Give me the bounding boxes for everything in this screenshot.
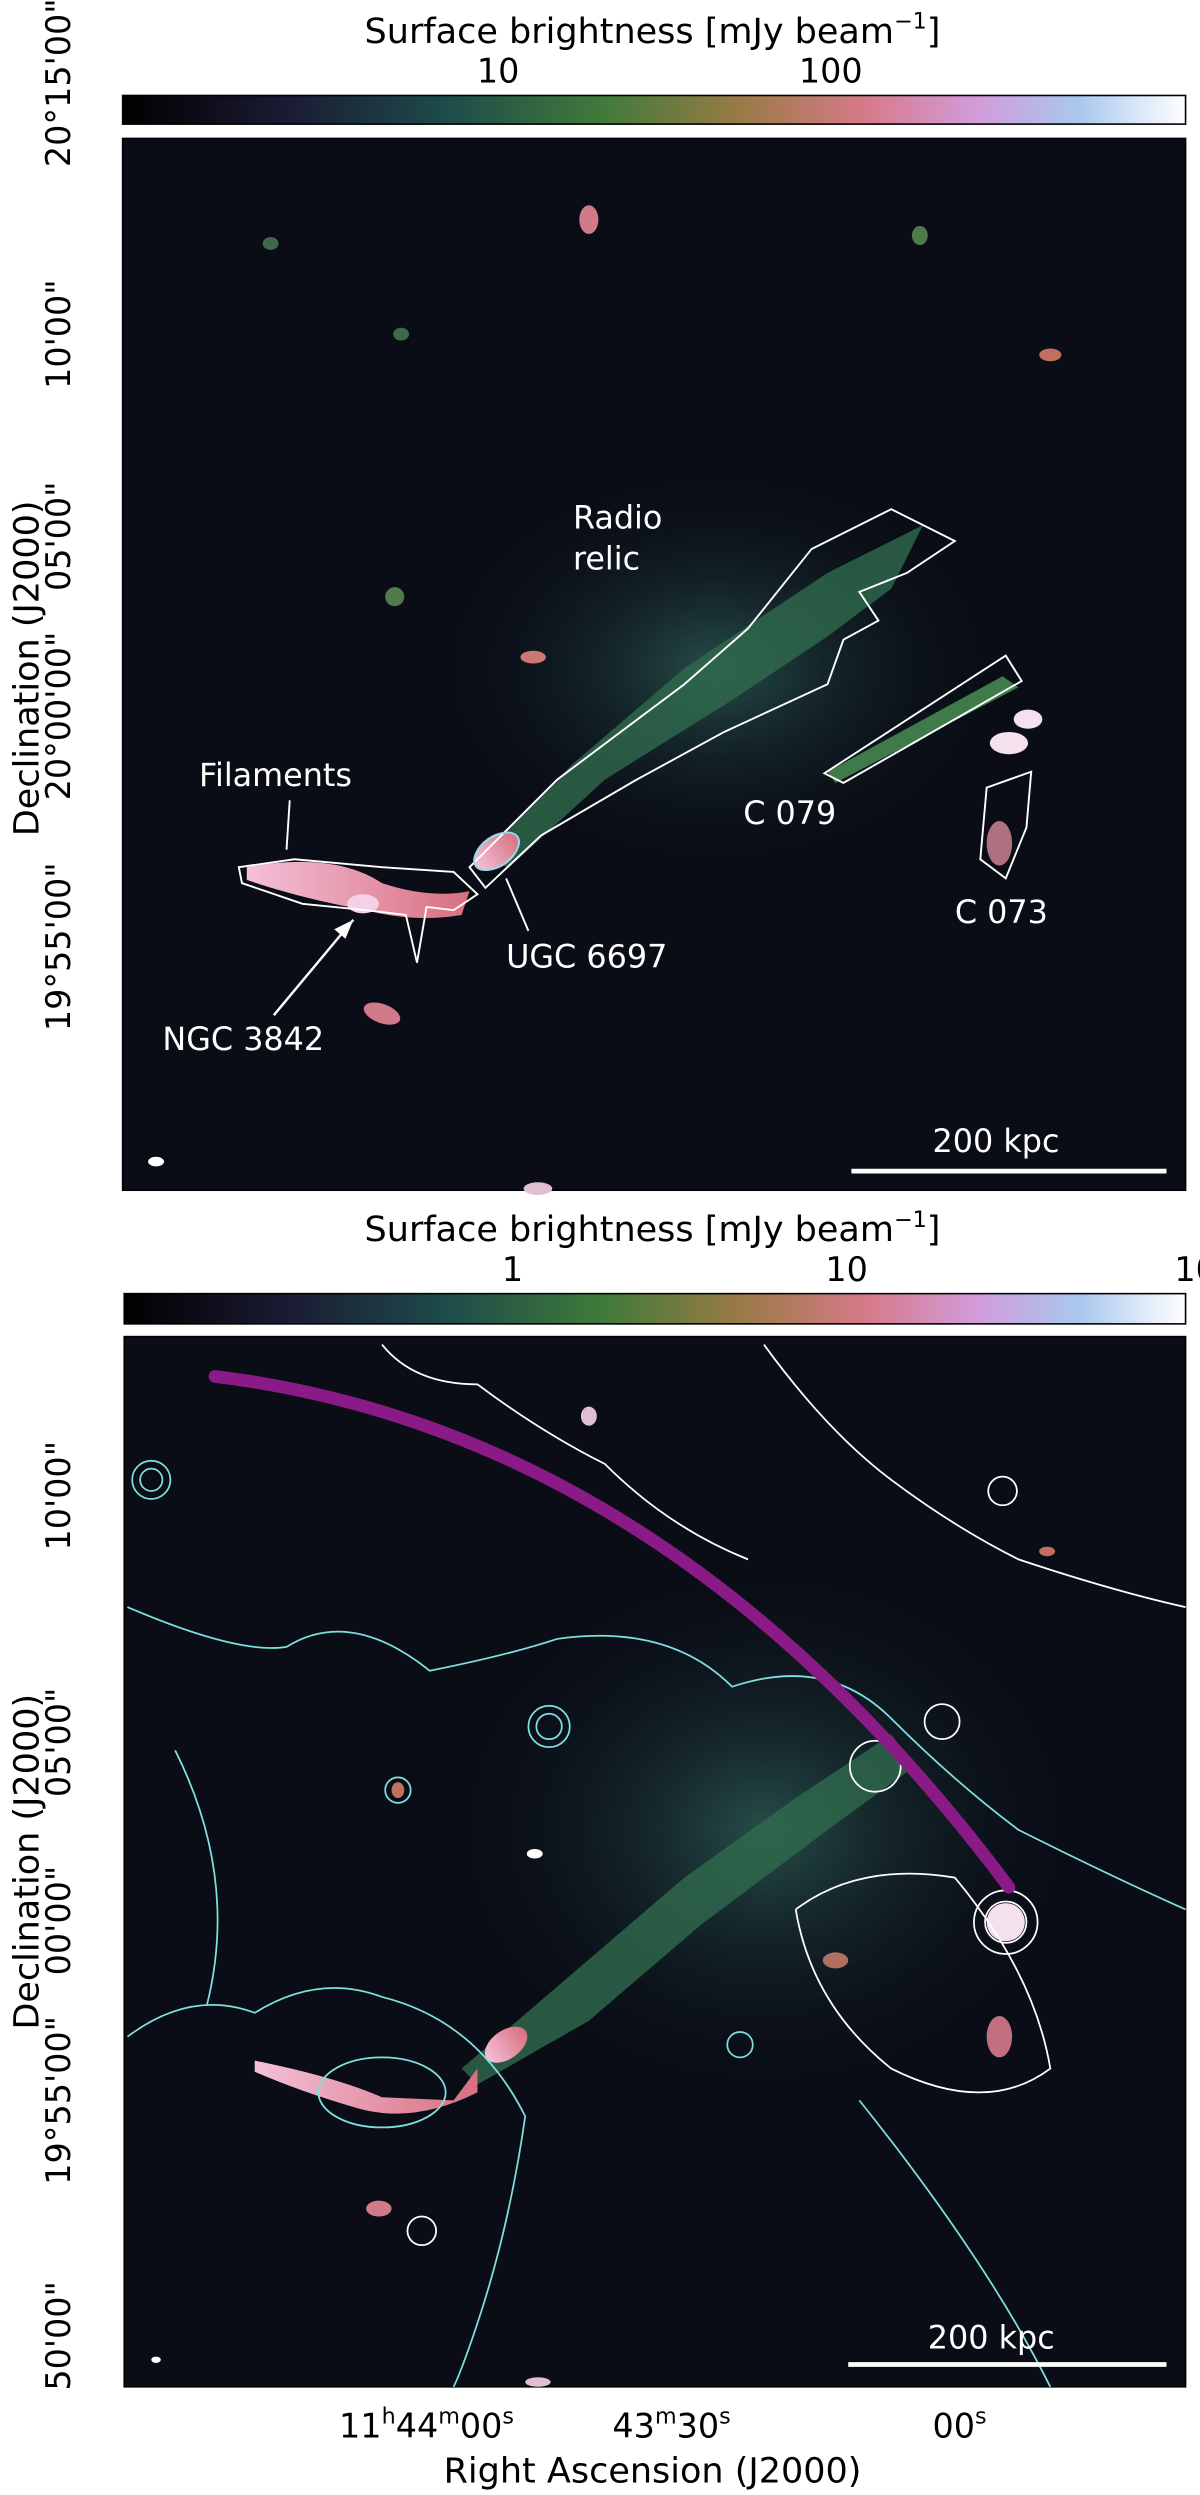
x-tick-label-part: 30: [677, 2407, 720, 2446]
panel-top: Surface brightness [mJy beam−1] 10 100: [7, 0, 1187, 1195]
y-axis-label: Declination (J2000): [7, 1694, 47, 2030]
x-tick-label-part: m: [655, 2403, 677, 2429]
colorbar-tick-label: 1: [502, 1250, 523, 1289]
y-tick-label: 19°55'00": [39, 2016, 78, 2185]
x-tick-label: 00s: [933, 2403, 987, 2445]
x-tick-label: 43m30s: [612, 2403, 730, 2445]
y-ticks: 20°15'00" 10'00" 05'00" 20°00'00" 19°55'…: [39, 0, 78, 1031]
panel-bottom: Surface brightness [mJy beam−1] 1 10 100: [7, 1207, 1200, 2491]
annotations: Radio relic Filaments NGC 3842 UGC 6697 …: [162, 498, 1167, 1174]
x-tick-label-part: s: [975, 2403, 987, 2429]
annotation: C 073: [955, 893, 1048, 931]
annotation: Filaments: [199, 756, 352, 794]
radio-emission: [148, 205, 1062, 1195]
colorbar-tick-label: 10: [477, 52, 520, 91]
radio-emission: [151, 1406, 1067, 2387]
colorbar-label: Surface brightness [mJy beam−1]: [365, 1207, 941, 1250]
annotation: UGC 6697: [506, 937, 667, 975]
y-axis-label: Declination (J2000): [7, 500, 47, 836]
x-tick-label-part: 11: [339, 2407, 382, 2446]
y-tick-label: 10'00": [39, 1441, 78, 1551]
y-tick-label: 10'00": [39, 279, 78, 389]
arc: [208, 1370, 1016, 1894]
x-tick-label: 11h44m00s: [339, 2403, 514, 2445]
annotation: C 079: [743, 794, 836, 832]
annotation: relic: [573, 540, 640, 578]
x-tick-label-part: s: [502, 2403, 514, 2429]
scale-bar-label: 200 kpc: [928, 2319, 1055, 2357]
scale-bar-label: 200 kpc: [933, 1122, 1060, 1160]
y-tick-label: 19°55'00": [39, 862, 78, 1031]
y-tick-label: 05'00": [39, 481, 78, 591]
annotation: NGC 3842: [162, 1020, 324, 1058]
x-tick-label-part: s: [719, 2403, 731, 2429]
colorbar: [121, 94, 1187, 125]
x-tick-label-part: 44: [396, 2407, 439, 2446]
colorbar: [123, 1292, 1187, 1325]
colorbar-tick-label: 100: [1174, 1250, 1200, 1289]
x-tick-label-part: 00: [460, 2407, 503, 2446]
x-tick-label-part: h: [382, 2403, 396, 2429]
y-tick-label: 50'00": [39, 2281, 78, 2391]
contours: [237, 508, 1033, 963]
colorbar-tick-label: 100: [799, 52, 863, 91]
colorbar-label: Surface brightness [mJy beam−1]: [365, 9, 941, 52]
x-tick-label-part: 00: [933, 2407, 976, 2446]
y-tick-label: 05'00": [39, 1688, 78, 1798]
x-tick-label-part: m: [438, 2403, 460, 2429]
annotation: Radio: [573, 498, 662, 536]
y-tick-label: 20°15'00": [39, 0, 78, 167]
x-ticks: 11h44m00s 43m30s 00s: [339, 2403, 987, 2445]
y-tick-label: 00'00": [39, 1866, 78, 1976]
x-tick-label-part: 43: [612, 2407, 655, 2446]
y-tick-label: 20°00'00": [39, 632, 78, 801]
x-axis-label: Right Ascension (J2000): [444, 2451, 862, 2491]
y-ticks: 10'00" 05'00" 00'00" 19°55'00" 50'00": [39, 1441, 78, 2391]
colorbar-tick-label: 10: [825, 1250, 868, 1289]
